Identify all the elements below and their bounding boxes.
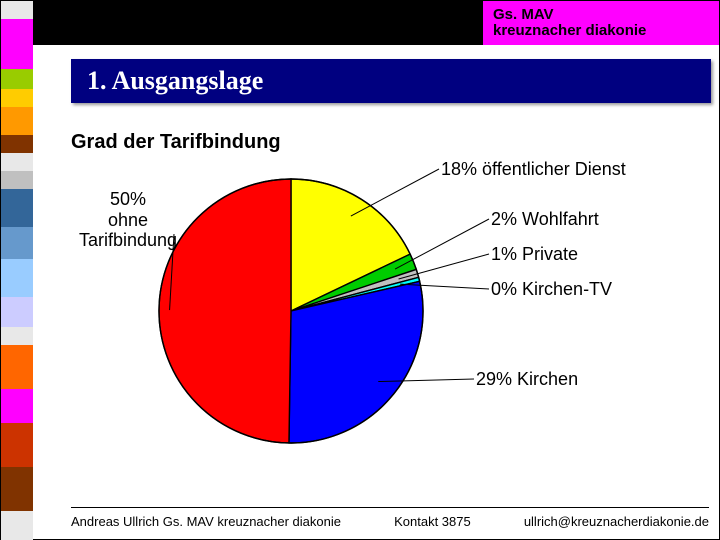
stripe-block bbox=[1, 107, 33, 135]
slide: Gs. MAV kreuznacher diakonie 1. Ausgangs… bbox=[0, 0, 720, 540]
label-priv: 1% Private bbox=[491, 244, 578, 265]
header-black bbox=[33, 1, 483, 45]
label-ktv: 0% Kirchen-TV bbox=[491, 279, 612, 300]
stripe-block bbox=[1, 297, 33, 327]
header-bar: Gs. MAV kreuznacher diakonie bbox=[33, 1, 719, 45]
stripe-block bbox=[1, 327, 33, 345]
section-title: 1. Ausgangslage bbox=[87, 66, 263, 96]
stripe-block bbox=[1, 135, 33, 153]
label-od: 18% öffentlicher Dienst bbox=[441, 159, 626, 180]
stripe-block bbox=[1, 153, 33, 171]
footer-right: ullrich@kreuznacherdiakonie.de bbox=[524, 514, 709, 529]
pie-svg bbox=[151, 171, 431, 451]
brand-line1: Gs. MAV bbox=[493, 7, 719, 24]
pie-chart bbox=[151, 171, 431, 451]
label-kirchen: 29% Kirchen bbox=[476, 369, 578, 390]
stripe-block bbox=[1, 345, 33, 389]
footer-mid: Kontakt 3875 bbox=[394, 514, 471, 529]
label-ohne: 50%ohneTarifbindung bbox=[79, 189, 177, 251]
header-brand: Gs. MAV kreuznacher diakonie bbox=[483, 1, 719, 45]
stripe-block bbox=[1, 171, 33, 189]
stripe-block bbox=[1, 467, 33, 511]
pie-slice-ohne-tarifbindung bbox=[159, 179, 291, 443]
chart-subtitle: Grad der Tarifbindung bbox=[71, 131, 281, 154]
stripe-block bbox=[1, 1, 33, 19]
stripe-block bbox=[1, 511, 33, 540]
footer-left: Andreas Ullrich Gs. MAV kreuznacher diak… bbox=[71, 514, 341, 529]
stripe-block bbox=[1, 189, 33, 227]
stripe-block bbox=[1, 227, 33, 259]
label-wohl: 2% Wohlfahrt bbox=[491, 209, 599, 230]
stripe-block bbox=[1, 69, 33, 89]
stripe-block bbox=[1, 89, 33, 107]
stripe-block bbox=[1, 423, 33, 467]
footer: Andreas Ullrich Gs. MAV kreuznacher diak… bbox=[71, 507, 709, 529]
stripe-block bbox=[1, 259, 33, 297]
stripe-block bbox=[1, 389, 33, 423]
brand-line2: kreuznacher diakonie bbox=[493, 23, 719, 40]
side-stripe bbox=[1, 1, 33, 540]
section-title-box: 1. Ausgangslage bbox=[71, 59, 711, 103]
stripe-block bbox=[1, 19, 33, 69]
